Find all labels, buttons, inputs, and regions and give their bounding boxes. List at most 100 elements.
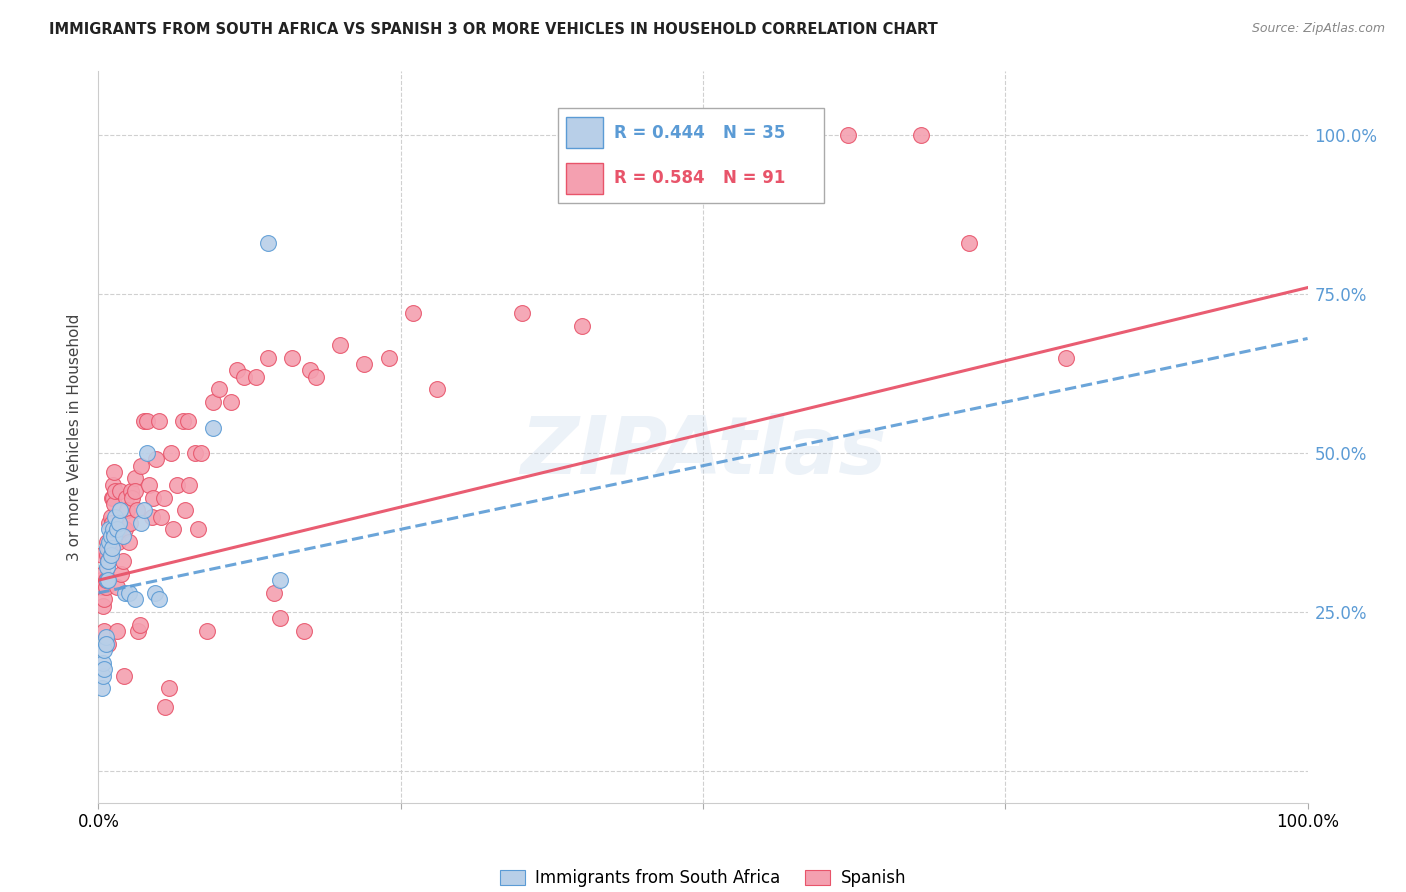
Point (143, 586, 166, 600)
Point (353, 357, 375, 371)
Point (108, 516, 131, 530)
Point (195, 624, 218, 638)
Point (269, 573, 291, 587)
Point (93, 624, 115, 638)
Point (115, 491, 138, 505)
Point (101, 522, 124, 536)
Point (114, 522, 136, 536)
Point (93, 662, 115, 676)
Point (245, 369, 267, 384)
Point (957, 236, 980, 251)
Point (232, 369, 254, 384)
Point (177, 414, 200, 428)
Point (256, 236, 278, 251)
Point (263, 586, 285, 600)
Point (105, 522, 128, 536)
Point (105, 580, 128, 594)
Point (100, 529, 122, 543)
Point (100, 529, 122, 543)
Point (96, 560, 118, 574)
Point (142, 491, 165, 505)
Point (91, 566, 114, 581)
Point (94, 637, 117, 651)
Point (112, 668, 135, 682)
Point (96, 535, 118, 549)
Point (127, 503, 149, 517)
Point (101, 491, 124, 505)
Point (152, 491, 174, 505)
Point (98, 535, 121, 549)
Point (402, 306, 425, 320)
Point (135, 446, 157, 460)
Y-axis label: 3 or more Vehicles in Household: 3 or more Vehicles in Household (67, 313, 83, 561)
Point (91, 599, 114, 613)
Point (120, 484, 142, 499)
Point (97, 554, 120, 568)
Point (104, 509, 127, 524)
Point (571, 318, 593, 333)
Point (91, 668, 114, 682)
Point (91, 681, 114, 696)
Point (105, 624, 128, 638)
Legend: Immigrants from South Africa, Spanish: Immigrants from South Africa, Spanish (494, 863, 912, 892)
Point (148, 592, 170, 607)
Text: IMMIGRANTS FROM SOUTH AFRICA VS SPANISH 3 OR MORE VEHICLES IN HOUSEHOLD CORRELAT: IMMIGRANTS FROM SOUTH AFRICA VS SPANISH … (49, 22, 938, 37)
Point (208, 383, 231, 397)
Point (305, 369, 328, 384)
Point (129, 458, 152, 473)
Point (103, 529, 125, 543)
Point (97, 573, 120, 587)
Point (837, 128, 859, 142)
Point (124, 592, 146, 607)
Point (202, 395, 225, 409)
Point (98, 522, 121, 536)
Point (281, 351, 304, 365)
Point (97, 637, 120, 651)
Point (118, 516, 141, 530)
Point (174, 503, 197, 517)
Point (124, 471, 146, 485)
Point (98, 541, 121, 556)
Point (94, 580, 117, 594)
Point (256, 351, 278, 365)
Point (94, 573, 117, 587)
Point (292, 624, 315, 638)
Point (190, 446, 212, 460)
Point (111, 529, 134, 543)
Point (150, 509, 173, 524)
Point (166, 477, 188, 491)
Point (108, 484, 131, 499)
Point (179, 477, 201, 491)
Point (91, 580, 114, 594)
Point (184, 446, 207, 460)
Point (100, 541, 122, 556)
Point (90, 573, 112, 587)
Point (100, 548, 122, 562)
Point (100, 509, 122, 524)
Point (93, 643, 115, 657)
Point (141, 509, 163, 524)
Point (129, 516, 152, 530)
Point (103, 465, 125, 479)
Point (187, 522, 209, 536)
Point (510, 306, 533, 320)
Point (221, 395, 243, 409)
Point (127, 624, 149, 638)
Point (128, 617, 150, 632)
Point (103, 497, 125, 511)
Point (269, 611, 291, 625)
Point (145, 452, 167, 467)
Point (96, 541, 118, 556)
Point (96, 548, 118, 562)
Point (202, 420, 225, 434)
Point (108, 522, 131, 536)
Point (96, 573, 118, 587)
Point (426, 383, 449, 397)
Point (118, 535, 141, 549)
Point (153, 700, 176, 714)
Point (100, 491, 122, 505)
Point (97, 554, 120, 568)
Point (91, 548, 114, 562)
Point (100, 516, 122, 530)
Point (134, 503, 156, 517)
